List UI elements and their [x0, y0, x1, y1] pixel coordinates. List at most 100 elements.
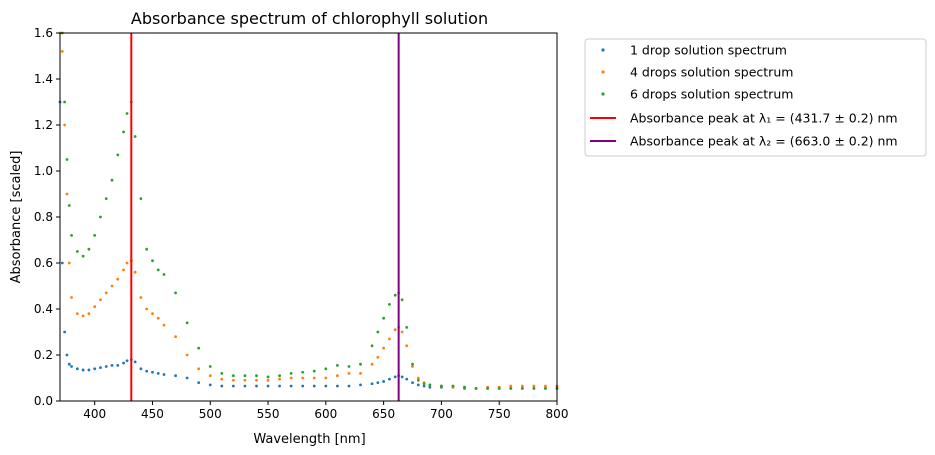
data-point — [411, 381, 414, 384]
data-point — [185, 353, 189, 357]
data-point — [174, 335, 177, 338]
data-point — [255, 374, 258, 378]
plot-area — [58, 31, 559, 402]
data-point — [544, 384, 547, 388]
data-point — [400, 298, 404, 302]
data-point — [67, 362, 71, 366]
data-point — [393, 328, 397, 332]
data-point — [474, 386, 478, 390]
legend-marker — [601, 92, 605, 96]
data-point — [405, 377, 409, 381]
data-point — [63, 100, 67, 104]
x-tick-label: 750 — [488, 407, 511, 421]
legend-label: Absorbance peak at λ₂ = (663.0 ± 0.2) nm — [630, 134, 898, 149]
y-tick-label: 0.4 — [34, 302, 53, 316]
data-point — [509, 384, 513, 388]
data-point — [312, 369, 316, 373]
data-point — [145, 247, 149, 251]
data-point — [162, 373, 166, 376]
legend-frame — [584, 38, 927, 157]
data-point — [416, 383, 420, 387]
data-point — [231, 378, 235, 382]
data-point — [99, 215, 102, 219]
data-point — [388, 303, 391, 306]
data-point — [463, 385, 466, 389]
data-point — [87, 247, 91, 251]
data-point — [405, 344, 409, 348]
data-point — [65, 158, 69, 161]
legend-label: 4 drops solution spectrum — [630, 65, 793, 80]
data-point — [400, 375, 404, 379]
data-point — [185, 321, 189, 325]
data-point — [301, 384, 305, 388]
data-point — [289, 372, 293, 375]
data-point — [497, 386, 501, 390]
data-point — [60, 261, 64, 265]
data-point — [93, 234, 97, 237]
legend: 1 drop solution spectrum 4 drops solution… — [584, 38, 927, 157]
data-point — [125, 359, 129, 363]
data-point — [324, 367, 328, 371]
data-point — [301, 376, 305, 380]
data-point — [422, 384, 426, 388]
data-point — [60, 50, 64, 53]
data-point — [139, 197, 143, 201]
data-point — [336, 384, 339, 388]
data-point — [156, 372, 160, 375]
data-point — [65, 353, 69, 357]
x-tick-label: 600 — [314, 407, 337, 421]
data-point — [139, 296, 143, 299]
data-point — [266, 378, 270, 382]
data-point — [145, 369, 149, 373]
data-point — [243, 374, 247, 378]
data-point — [416, 376, 420, 380]
data-point — [509, 386, 513, 390]
y-tick-label: 1.0 — [34, 164, 53, 178]
data-point — [393, 293, 397, 297]
data-point — [388, 337, 391, 341]
data-point — [151, 370, 154, 374]
data-point — [336, 363, 339, 367]
data-point — [133, 270, 137, 274]
y-tick-label: 0.8 — [34, 210, 53, 224]
data-point — [162, 273, 166, 276]
data-point — [110, 284, 114, 288]
data-point — [243, 384, 247, 388]
data-point — [486, 386, 490, 390]
data-point — [312, 376, 316, 380]
data-point — [81, 314, 85, 318]
data-point — [405, 326, 409, 329]
data-point — [156, 268, 160, 272]
data-point — [382, 380, 386, 383]
data-point — [104, 197, 108, 201]
data-point — [243, 378, 247, 382]
data-point — [266, 375, 270, 379]
data-point — [532, 386, 536, 390]
data-point — [382, 346, 386, 350]
data-point — [145, 307, 149, 311]
data-point — [451, 384, 455, 388]
data-point — [255, 378, 258, 382]
data-point — [336, 374, 339, 378]
data-point — [520, 384, 524, 388]
data-point — [151, 259, 154, 263]
data-point — [347, 372, 351, 375]
data-point — [359, 362, 362, 366]
axes-background — [60, 33, 557, 401]
data-point — [125, 112, 129, 115]
data-point — [87, 312, 91, 315]
data-point — [67, 261, 71, 265]
data-point — [278, 374, 281, 378]
data-point — [75, 312, 79, 315]
data-point — [104, 365, 108, 368]
data-point — [208, 374, 212, 378]
data-point — [376, 355, 380, 359]
data-point — [197, 346, 201, 350]
data-point — [376, 330, 380, 334]
data-point — [400, 330, 404, 334]
data-point — [255, 384, 258, 388]
data-point — [388, 377, 391, 381]
x-tick-label: 800 — [546, 407, 569, 421]
y-tick-label: 0.6 — [34, 256, 53, 270]
